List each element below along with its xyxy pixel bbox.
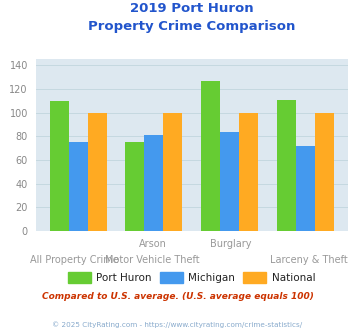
Bar (144, 135, 163, 231)
Text: 2019 Port Huron: 2019 Port Huron (130, 2, 253, 15)
Bar (50, 101, 69, 231)
Text: All Property Crime: All Property Crime (30, 255, 119, 265)
Bar (125, 142, 144, 231)
Bar (163, 113, 182, 231)
Legend: Port Huron, Michigan, National: Port Huron, Michigan, National (64, 268, 320, 287)
Text: Property Crime Comparison: Property Crime Comparison (88, 20, 295, 33)
Bar (315, 113, 334, 231)
Bar (201, 81, 220, 231)
Text: Motor Vehicle Theft: Motor Vehicle Theft (105, 255, 200, 265)
Text: © 2025 CityRating.com - https://www.cityrating.com/crime-statistics/: © 2025 CityRating.com - https://www.city… (53, 322, 302, 328)
Bar (88, 113, 106, 231)
Bar (277, 100, 296, 231)
Text: Burglary: Burglary (210, 239, 251, 249)
Text: Compared to U.S. average. (U.S. average equals 100): Compared to U.S. average. (U.S. average … (42, 292, 313, 301)
Bar (239, 113, 258, 231)
Bar (296, 146, 315, 231)
Text: Arson: Arson (139, 239, 166, 249)
Bar (69, 142, 88, 231)
Text: Larceny & Theft: Larceny & Theft (270, 255, 348, 265)
Bar (220, 132, 239, 231)
